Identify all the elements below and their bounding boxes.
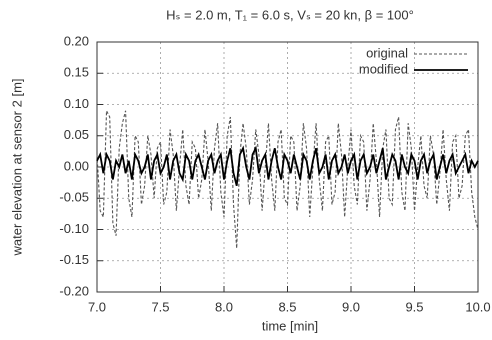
x-tick-label: 9.0 — [342, 299, 360, 314]
x-axis-label: time [min] — [262, 318, 318, 333]
y-tick-label: 0.15 — [64, 65, 89, 80]
data-line — [96, 110, 479, 249]
y-tick-label: 0.20 — [64, 33, 89, 48]
x-tick-label: 10.0 — [465, 299, 490, 314]
x-tick-label: 9.5 — [405, 299, 423, 314]
x-tick-label: 7.0 — [88, 299, 106, 314]
legend-label: original — [366, 45, 408, 60]
x-tick-label: 8.0 — [215, 299, 233, 314]
y-tick-label: -0.20 — [59, 283, 89, 298]
data-line — [96, 145, 479, 186]
y-tick-label: 0.10 — [64, 96, 89, 111]
legend-label: modified — [359, 61, 408, 76]
y-tick-label: 0.05 — [64, 127, 89, 142]
y-tick-label: -0.10 — [59, 221, 89, 236]
x-tick-label: 7.5 — [151, 299, 169, 314]
y-tick-label: -0.05 — [59, 190, 89, 205]
y-axis-label: water elevation at sensor 2 [m] — [9, 78, 24, 256]
y-tick-label: -0.15 — [59, 252, 89, 267]
chart-title: Hₛ = 2.0 m, T₁ = 6.0 s, Vₛ = 20 kn, β = … — [166, 7, 414, 22]
y-tick-label: 0.00 — [64, 158, 89, 173]
x-tick-label: 8.5 — [278, 299, 296, 314]
plot-frame — [96, 41, 479, 293]
